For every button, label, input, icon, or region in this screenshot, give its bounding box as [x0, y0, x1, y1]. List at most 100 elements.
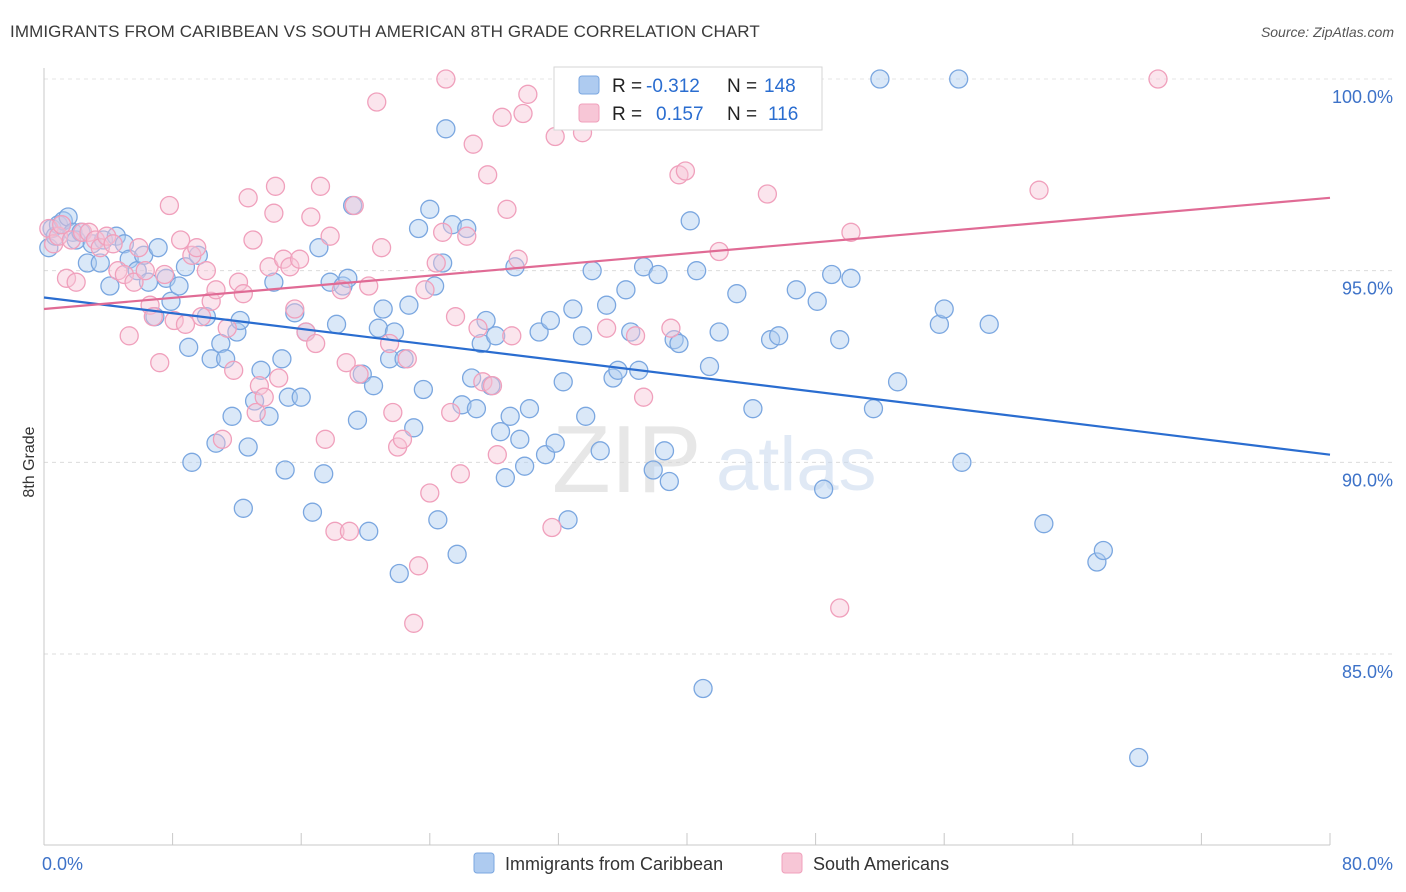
- point-south-american: [249, 376, 270, 396]
- series-caribbean-points: [39, 69, 1149, 768]
- trend-lines: [43, 196, 1331, 456]
- point-south-american: [243, 230, 263, 250]
- point-south-american: [201, 291, 221, 311]
- point-south-american: [61, 230, 81, 250]
- point-south-american: [625, 326, 646, 346]
- y-tick-label: 100.0%: [1332, 87, 1393, 107]
- y-tick-label: 95.0%: [1342, 279, 1393, 299]
- point-south-american: [124, 272, 144, 292]
- point-south-american: [119, 326, 139, 346]
- point-south-american: [114, 264, 135, 285]
- series-south-american-points: [39, 69, 1168, 633]
- point-caribbean: [727, 284, 747, 304]
- stats-n-south-american: 116: [768, 104, 798, 125]
- point-caribbean: [1129, 747, 1149, 768]
- point-south-american: [441, 402, 461, 423]
- point-caribbean: [558, 510, 578, 530]
- point-south-american: [159, 195, 180, 216]
- point-caribbean: [510, 429, 530, 449]
- point-south-american: [254, 387, 274, 407]
- point-south-american: [1029, 180, 1049, 200]
- point-caribbean: [582, 261, 602, 281]
- point-south-american: [264, 203, 284, 223]
- point-caribbean: [553, 372, 573, 392]
- point-south-american: [301, 207, 321, 227]
- svg-text:R =: R =: [612, 76, 642, 97]
- point-south-american: [344, 195, 364, 216]
- point-caribbean: [424, 276, 445, 296]
- point-caribbean: [420, 199, 440, 219]
- point-south-american: [306, 333, 326, 354]
- y-tick-label: 85.0%: [1342, 662, 1393, 682]
- point-south-american: [325, 521, 345, 541]
- point-caribbean: [1087, 552, 1107, 572]
- point-south-american: [371, 238, 392, 258]
- point-south-american: [513, 103, 533, 124]
- point-caribbean: [264, 272, 284, 292]
- point-caribbean: [452, 395, 472, 415]
- y-tick-labels: 100.0% 95.0% 90.0% 85.0%: [1332, 87, 1393, 682]
- point-caribbean: [490, 422, 511, 442]
- point-south-american: [383, 402, 403, 423]
- legend-swatch-caribbean: [473, 852, 495, 874]
- point-south-american: [1148, 69, 1168, 89]
- point-caribbean: [813, 479, 834, 499]
- point-caribbean: [90, 253, 110, 273]
- point-caribbean: [949, 69, 969, 89]
- point-caribbean: [934, 299, 954, 319]
- point-south-american: [336, 353, 356, 373]
- point-south-american: [445, 307, 466, 327]
- point-caribbean: [461, 368, 482, 388]
- point-caribbean: [476, 310, 496, 331]
- point-caribbean: [659, 471, 679, 492]
- point-south-american: [487, 445, 507, 465]
- point-caribbean: [680, 211, 700, 231]
- point-south-american: [135, 261, 155, 281]
- point-south-american: [830, 598, 850, 618]
- point-south-american: [433, 222, 453, 242]
- point-caribbean: [175, 257, 196, 277]
- point-caribbean: [58, 207, 78, 227]
- point-caribbean: [643, 460, 663, 480]
- point-caribbean: [514, 456, 535, 476]
- point-south-american: [596, 318, 617, 338]
- point-caribbean: [929, 314, 950, 334]
- stats-r-south-american: 0.157: [656, 104, 704, 125]
- svg-text:R =: R =: [612, 104, 642, 125]
- point-caribbean: [227, 322, 247, 342]
- point-caribbean: [314, 464, 334, 484]
- point-caribbean: [251, 360, 271, 380]
- point-caribbean: [408, 218, 429, 239]
- point-south-american: [478, 165, 498, 185]
- point-caribbean: [495, 468, 516, 488]
- point-caribbean: [519, 399, 540, 419]
- point-caribbean: [373, 299, 393, 319]
- point-caribbean: [830, 330, 850, 350]
- point-caribbean: [590, 441, 610, 461]
- point-caribbean: [822, 264, 842, 285]
- point-caribbean: [616, 280, 636, 300]
- point-caribbean: [709, 322, 729, 342]
- point-south-american: [310, 176, 331, 196]
- point-south-american: [661, 318, 681, 338]
- trend-line-caribbean: [43, 296, 1331, 456]
- point-south-american: [196, 261, 217, 281]
- point-south-american: [52, 215, 72, 235]
- point-south-american: [206, 280, 226, 300]
- point-caribbean: [399, 295, 419, 315]
- point-caribbean: [428, 510, 448, 530]
- point-caribbean: [309, 238, 329, 258]
- point-south-american: [103, 234, 123, 254]
- point-caribbean: [326, 314, 347, 334]
- point-south-american: [170, 230, 191, 250]
- point-south-american: [408, 556, 429, 576]
- chart-source: Source: ZipAtlas.com: [1260, 24, 1394, 40]
- point-south-american: [233, 284, 253, 304]
- point-caribbean: [233, 498, 253, 518]
- point-south-american: [224, 360, 244, 380]
- point-south-american: [497, 199, 517, 219]
- point-caribbean: [291, 387, 311, 407]
- point-caribbean: [433, 253, 453, 273]
- point-caribbean: [188, 245, 208, 265]
